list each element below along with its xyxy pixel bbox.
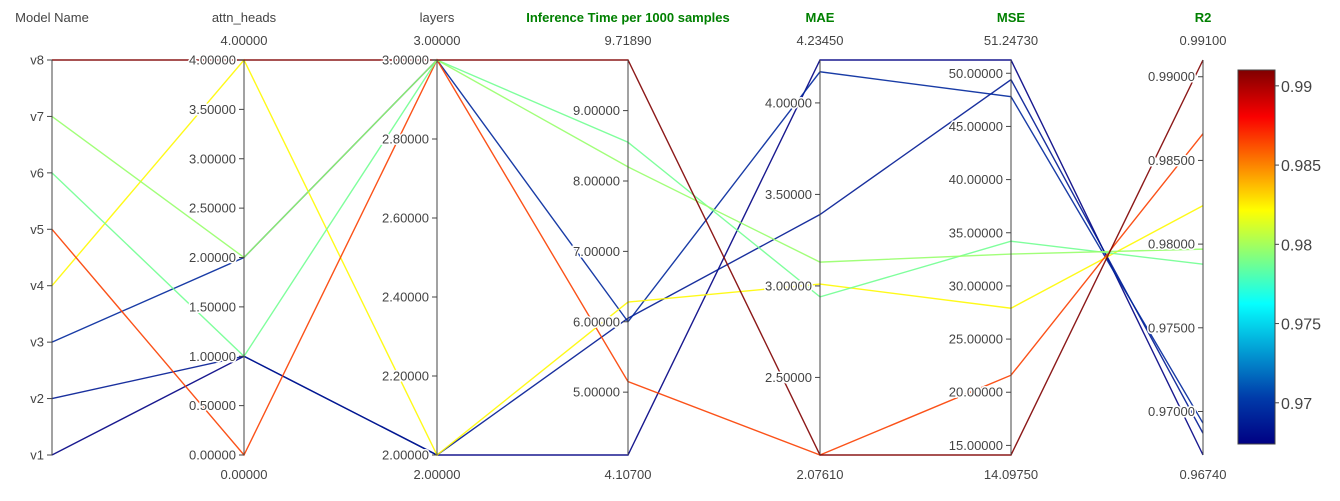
tick-label-mae: 3.00000 [765,278,812,293]
tick-label-model_name: v4 [30,278,44,293]
axis-title-model_name[interactable]: Model Name [15,10,89,25]
axis-range-max-inference_time: 9.71890 [605,33,652,48]
axis-title-attn_heads[interactable]: attn_heads [212,10,277,25]
tick-label-attn_heads: 3.50000 [189,102,236,117]
tick-label-layers: 3.00000 [382,53,429,68]
axis-range-max-r2: 0.99100 [1180,33,1227,48]
axis-layers: layers 3.00000 2.00000 2.00000 2.20000 2.4000… [381,10,461,482]
axis-title-r2[interactable]: R2 [1195,10,1212,25]
axis-range-min-inference_time: 4.10700 [605,467,652,482]
axis-range-max-mse: 51.24730 [984,33,1038,48]
tick-label-layers: 2.80000 [382,132,429,147]
axis-range-min-attn_heads: 0.00000 [221,467,268,482]
tick-label-attn_heads: 0.00000 [189,448,236,463]
tick-label-r2: 0.97000 [1148,404,1195,419]
axis-inference_time: Inference Time per 1000 samples 9.71890 4.… [526,10,730,482]
tick-label-inference_time: 9.00000 [573,103,620,118]
colorbar-tick-label: 0.985 [1281,158,1321,175]
tick-label-attn_heads: 0.50000 [189,398,236,413]
tick-label-inference_time: 7.00000 [573,244,620,259]
tick-label-inference_time: 8.00000 [573,173,620,188]
tick-label-model_name: v8 [30,53,44,68]
axes: Model Name v1 v2 v3 v4 v5 v6 v7 v8 attn_heads 4.00… [15,10,1226,482]
tick-label-r2: 0.98000 [1148,237,1195,252]
tick-label-mae: 2.50000 [765,370,812,385]
colorbar-gradient [1237,69,1276,445]
tick-label-model_name: v6 [30,165,44,180]
tick-label-attn_heads: 1.50000 [189,299,236,314]
tick-label-mae: 3.50000 [765,187,812,202]
axis-range-max-attn_heads: 4.00000 [221,33,268,48]
axis-range-min-mse: 14.09750 [984,467,1038,482]
tick-label-mse: 50.00000 [949,66,1003,81]
tick-label-mse: 25.00000 [949,332,1003,347]
tick-label-attn_heads: 2.50000 [189,201,236,216]
tick-label-inference_time: 6.00000 [573,314,620,329]
tick-label-r2: 0.99000 [1148,69,1195,84]
tick-label-layers: 2.40000 [382,290,429,305]
tick-label-attn_heads: 1.00000 [189,349,236,364]
tick-label-model_name: v2 [30,391,44,406]
axis-mae: MAE 4.23450 2.07610 2.50000 3.00000 3.50000 4.… [764,10,844,482]
tick-label-r2: 0.97500 [1148,320,1195,335]
tick-label-attn_heads: 2.00000 [189,250,236,265]
tick-label-mse: 35.00000 [949,225,1003,240]
colorbar-tick-label: 0.975 [1281,317,1321,334]
tick-label-attn_heads: 3.00000 [189,151,236,166]
axis-model_name: Model Name v1 v2 v3 v4 v5 v6 v7 v8 [15,10,89,464]
axis-range-min-mae: 2.07610 [797,467,844,482]
tick-label-model_name: v7 [30,109,44,124]
colorbar-tick-label: 0.97 [1281,396,1312,413]
axis-title-mae[interactable]: MAE [806,10,835,25]
tick-label-layers: 2.60000 [382,211,429,226]
tick-label-attn_heads: 4.00000 [189,53,236,68]
tick-label-model_name: v3 [30,335,44,350]
axis-range-max-layers: 3.00000 [414,33,461,48]
tick-label-r2: 0.98500 [1148,153,1195,168]
tick-label-mse: 20.00000 [949,385,1003,400]
tick-label-mae: 4.00000 [765,95,812,110]
colorbar: 0.97 0.975 0.98 0.985 0.99 [1237,69,1321,445]
tick-label-model_name: v5 [30,222,44,237]
axis-range-min-layers: 2.00000 [414,467,461,482]
axis-title-mse[interactable]: MSE [997,10,1026,25]
tick-label-layers: 2.00000 [382,448,429,463]
axis-range-max-mae: 4.23450 [797,33,844,48]
axis-r2: R2 0.99100 0.96740 0.97000 0.97500 0.98000 0.9… [1147,10,1227,482]
axis-range-min-r2: 0.96740 [1180,467,1227,482]
axis-title-layers[interactable]: layers [420,10,455,25]
tick-label-mse: 40.00000 [949,172,1003,187]
tick-label-mse: 45.00000 [949,119,1003,134]
colorbar-tick-label: 0.98 [1281,237,1312,254]
tick-label-model_name: v1 [30,448,44,463]
colorbar-tick-label: 0.99 [1281,79,1312,96]
axis-attn_heads: attn_heads 4.00000 0.00000 0.00000 0.50000 1.… [188,10,277,482]
tick-label-layers: 2.20000 [382,369,429,384]
tick-label-mse: 15.00000 [949,438,1003,453]
axis-mse: MSE 51.24730 14.09750 15.00000 20.00000 25.00… [947,10,1038,482]
tick-label-mse: 30.00000 [949,278,1003,293]
axis-title-inference_time[interactable]: Inference Time per 1000 samples [526,10,730,25]
tick-label-inference_time: 5.00000 [573,385,620,400]
